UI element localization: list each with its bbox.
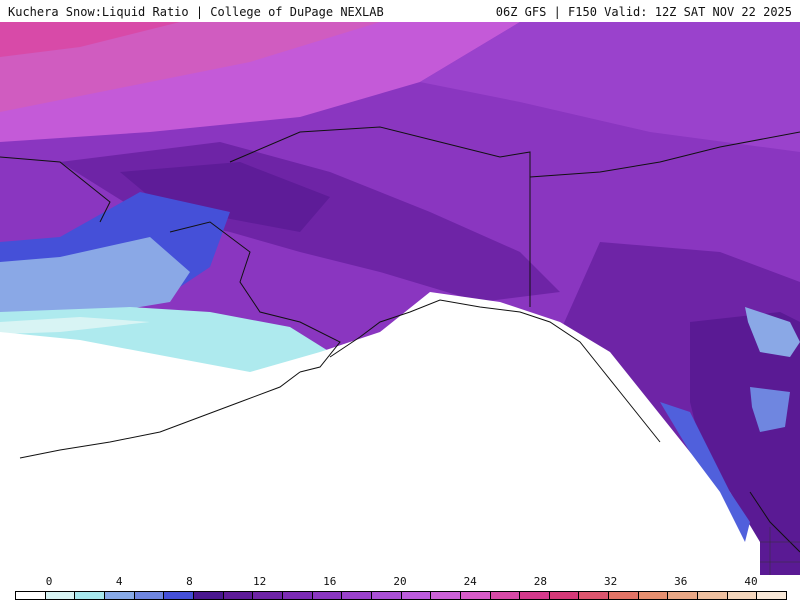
- legend-tick-label: 24: [463, 575, 477, 588]
- legend-swatch: [312, 592, 343, 599]
- legend-tick-label: 8: [186, 575, 193, 588]
- map-panel: [0, 22, 800, 575]
- legend-swatch: [757, 592, 787, 599]
- legend-swatch: [431, 592, 461, 599]
- field-no-snow-ocean: [0, 292, 760, 575]
- legend-swatch: [223, 592, 254, 599]
- header: Kuchera Snow:Liquid Ratio | College of D…: [0, 0, 800, 22]
- color-legend: 0 4 8 12 16 20 24 28 32 36 40: [0, 575, 800, 600]
- product-title: Kuchera Snow:Liquid Ratio | College of D…: [8, 5, 384, 19]
- legend-swatch: [609, 592, 639, 599]
- legend-swatch: [579, 592, 610, 599]
- bc-coast: [749, 491, 800, 553]
- legend-swatch: [490, 592, 521, 599]
- legend-tick-label: 12: [252, 575, 267, 588]
- field-blue-panhandle: [660, 402, 750, 542]
- field-darker-purple: [120, 162, 330, 232]
- legend-swatch: [104, 592, 135, 599]
- legend-swatch: [45, 592, 76, 599]
- field-blue-east: [750, 387, 790, 432]
- legend-swatch: [253, 592, 283, 599]
- legend-swatch: [727, 592, 758, 599]
- alaska-north-coast: [229, 126, 531, 307]
- field-light-blue-bering: [0, 237, 190, 322]
- field-darker-purple-southeast: [690, 312, 800, 575]
- legend-tick-label: 16: [323, 575, 337, 588]
- arctic-coast-canada: [529, 131, 800, 178]
- legend-swatch: [460, 592, 491, 599]
- legend-tick-label: 40: [744, 575, 758, 588]
- aleutian-chain: [19, 371, 301, 459]
- state-borders: [760, 527, 800, 575]
- legend-tick-label: 36: [674, 575, 688, 588]
- coastlines: [0, 126, 800, 553]
- legend-swatch: [638, 592, 669, 599]
- legend-swatch: [16, 592, 46, 599]
- legend-swatch: [371, 592, 402, 599]
- field-light-blue-east: [745, 307, 800, 357]
- legend-swatch: [282, 592, 313, 599]
- legend-swatch: [668, 592, 699, 599]
- legend-swatch: [342, 592, 372, 599]
- legend-tick-label: 28: [533, 575, 548, 588]
- legend-tick-label: 32: [603, 575, 618, 588]
- legend-swatch: [164, 592, 194, 599]
- field-violet-northeast: [420, 22, 800, 152]
- field-magenta-corner: [0, 22, 180, 57]
- legend-swatch: [134, 592, 165, 599]
- legend-tick-label: 0: [45, 575, 53, 588]
- legend-tick-label: 20: [393, 575, 407, 588]
- legend-swatch: [549, 592, 580, 599]
- field-magenta-northwest: [0, 22, 380, 112]
- us-border-lines: [760, 527, 800, 575]
- legend-swatch: [520, 592, 550, 599]
- gulf-coast: [329, 299, 661, 443]
- legend-swatch: [75, 592, 105, 599]
- alaska-west-coast: [169, 221, 341, 373]
- field-pale-cyan: [0, 317, 150, 334]
- legend-tick-label: 4: [115, 575, 123, 588]
- legend-color-bar: [15, 591, 787, 600]
- legend-swatch: [698, 592, 728, 599]
- snow-ratio-map: [0, 22, 800, 575]
- model-valid-time: 06Z GFS | F150 Valid: 12Z SAT NOV 22 202…: [495, 5, 792, 19]
- chukotka-coast: [0, 156, 111, 223]
- legend-swatch: [401, 592, 432, 599]
- legend-swatch: [193, 592, 224, 599]
